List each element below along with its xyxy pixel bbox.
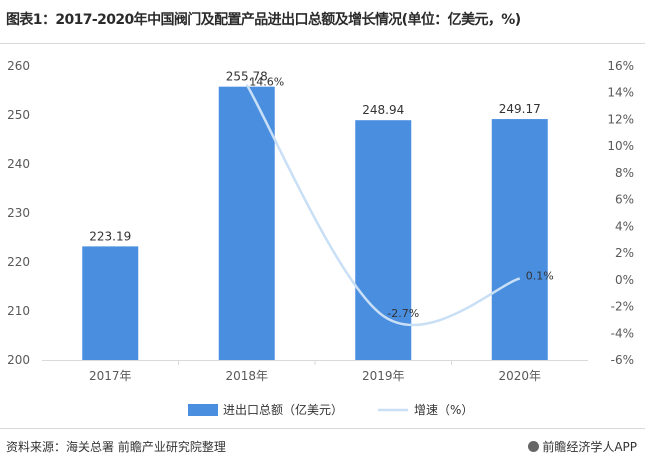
- y-left-tick-label: 240: [7, 157, 30, 171]
- bar: [491, 119, 548, 360]
- x-tick-label: 2017年: [89, 369, 132, 383]
- x-tick-label: 2019年: [362, 369, 405, 383]
- y-left-tick-label: 210: [7, 304, 30, 318]
- growth-line: [245, 84, 521, 327]
- brand-label: 前瞻经济学人APP: [542, 440, 637, 454]
- bar: [82, 246, 139, 360]
- bar-value-label: 255.78: [226, 70, 268, 84]
- y-right-tick-label: -6%: [611, 353, 634, 367]
- y-right-tick-label: 14%: [607, 86, 634, 100]
- y-right-tick-label: 4%: [615, 219, 634, 233]
- growth-value-label: -2.7%: [387, 307, 419, 320]
- source-note: 资料来源：海关总署 前瞻产业研究院整理: [6, 440, 226, 454]
- y-left-tick-label: 260: [7, 59, 30, 73]
- x-tick-label: 2020年: [498, 369, 541, 383]
- y-left-tick-label: 200: [7, 353, 30, 367]
- brand-credit: 前瞻经济学人APP: [528, 438, 637, 455]
- y-right-tick-label: 10%: [607, 139, 634, 153]
- x-tick-label: 2018年: [225, 369, 268, 383]
- y-right-tick-label: 2%: [615, 246, 634, 260]
- y-right-tick-label: 16%: [607, 59, 634, 73]
- legend-bar-swatch: [188, 404, 218, 416]
- y-left-tick-label: 220: [7, 255, 30, 269]
- growth-value-label: 14.6%: [249, 76, 284, 89]
- y-right-tick-label: -4%: [611, 326, 634, 340]
- legend-line-label: 增速（%）: [414, 403, 473, 417]
- footer: 资料来源：海关总署 前瞻产业研究院整理 前瞻经济学人APP: [0, 428, 645, 465]
- bar-value-label: 249.17: [499, 102, 541, 116]
- bar-value-label: 223.19: [89, 229, 131, 243]
- y-left-tick-label: 230: [7, 206, 30, 220]
- y-right-tick-label: 0%: [615, 273, 634, 287]
- chart-title: 图表1：2017-2020年中国阀门及配置产品进出口总额及增长情况(单位：亿美元…: [6, 12, 521, 28]
- y-right-tick-label: -2%: [611, 300, 634, 314]
- growth-value-label: 0.1%: [526, 269, 554, 282]
- title-bar: 图表1：2017-2020年中国阀门及配置产品进出口总额及增长情况(单位：亿美元…: [0, 0, 645, 44]
- y-right-tick-label: 12%: [607, 112, 634, 126]
- bar: [218, 86, 275, 360]
- y-right-tick-label: 6%: [615, 193, 634, 207]
- legend-bar-label: 进出口总额（亿美元）: [223, 402, 343, 417]
- y-left-tick-label: 250: [7, 108, 30, 122]
- bar: [355, 120, 412, 360]
- brand-logo-icon: [528, 441, 540, 452]
- chart-area: 200 210 220 230 240 250 260 -6% -4% -2% 0% 2% 4% 6% 8%…: [7, 59, 634, 417]
- bar-value-label: 248.94: [362, 103, 404, 117]
- y-right-tick-label: 8%: [615, 166, 634, 180]
